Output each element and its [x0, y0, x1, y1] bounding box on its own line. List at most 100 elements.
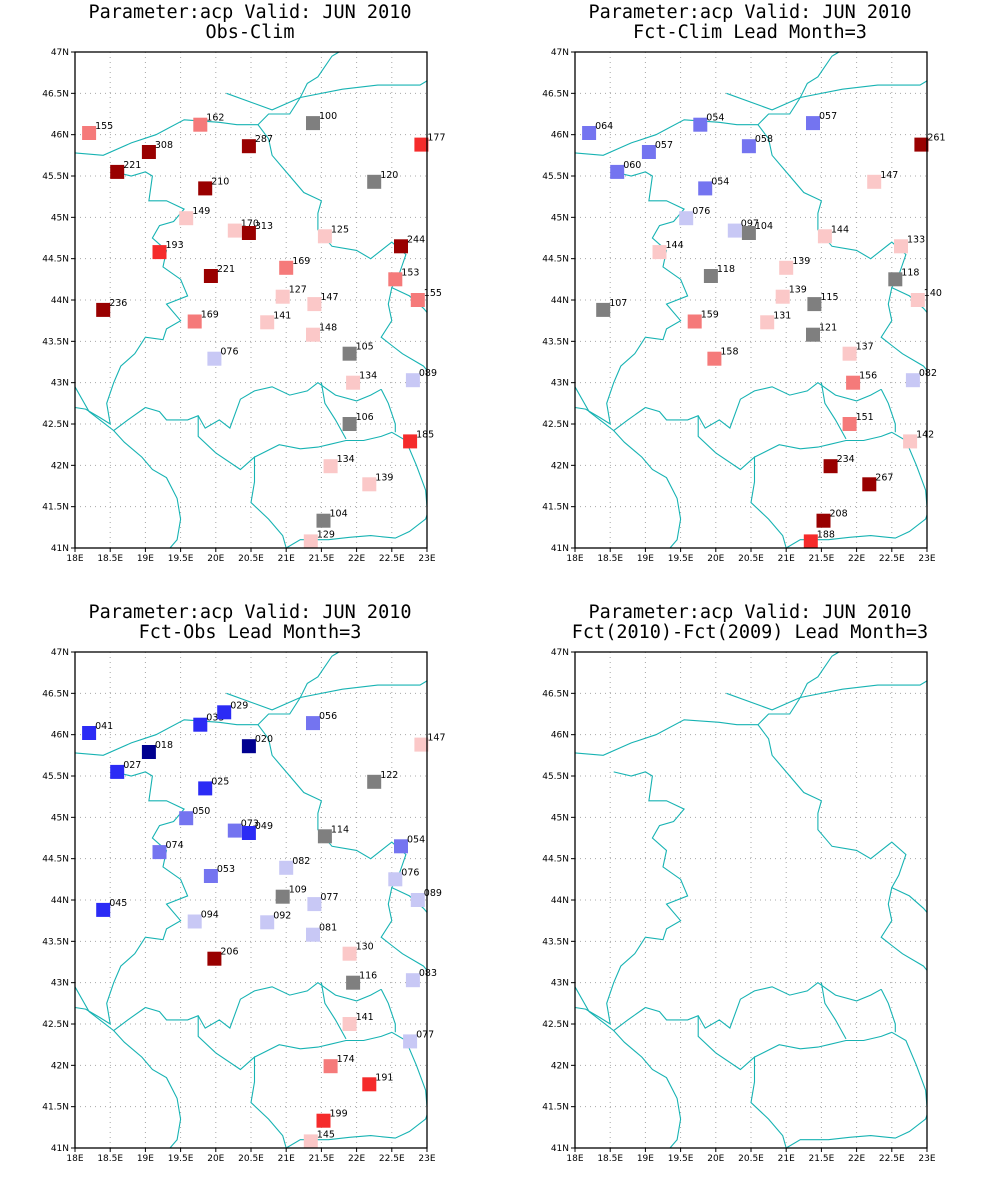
station-marker	[807, 297, 822, 312]
y-tick-label: 45N	[551, 213, 569, 223]
station-label: 221	[217, 264, 235, 275]
panel-title: Parameter:acp Valid: JUN 2010	[88, 602, 412, 623]
x-tick-label: 18.5E	[97, 1154, 123, 1164]
x-tick-label: 19E	[137, 554, 154, 564]
panel-subtitle: Fct-Obs Lead Month=3	[138, 622, 362, 643]
station-label: 261	[927, 133, 945, 144]
y-tick-label: 42.5N	[542, 1020, 569, 1030]
station-label: 145	[317, 1129, 335, 1140]
station-marker	[193, 717, 208, 732]
y-tick-label: 44N	[51, 296, 69, 306]
station-label: 045	[109, 898, 127, 909]
station-label: 104	[755, 221, 773, 232]
border-line	[726, 680, 928, 711]
x-tick-label: 19.5E	[168, 554, 194, 564]
station-marker	[241, 226, 256, 240]
station-label: 033	[206, 713, 224, 724]
x-tick-label: 20.5E	[738, 1154, 764, 1164]
border-line	[880, 287, 928, 371]
station-marker	[403, 434, 418, 449]
station-label: 082	[919, 368, 937, 379]
station-label: 244	[407, 234, 425, 245]
station-label: 107	[609, 298, 627, 309]
station-label: 020	[255, 734, 273, 745]
border-line	[74, 386, 182, 549]
y-tick-label: 45.5N	[42, 172, 69, 182]
station-label: 077	[320, 892, 338, 903]
y-tick-label: 46N	[51, 131, 69, 141]
station-marker	[82, 726, 97, 740]
border-line	[380, 389, 396, 433]
station-marker	[96, 902, 111, 917]
station-label: 109	[289, 885, 307, 896]
station-label: 169	[292, 256, 310, 267]
station-marker	[96, 302, 111, 317]
border-line	[757, 724, 928, 913]
station-label: 129	[317, 529, 335, 540]
station-label: 121	[819, 323, 837, 334]
y-tick-label: 47N	[551, 48, 569, 58]
y-tick-label: 44.5N	[42, 255, 69, 265]
x-tick-label: 22.5E	[879, 1154, 905, 1164]
x-tick-label: 23E	[918, 554, 935, 564]
station-marker	[207, 351, 222, 366]
station-marker	[806, 327, 820, 342]
x-tick-label: 18E	[66, 1154, 83, 1164]
station-marker	[403, 1034, 418, 1049]
station-label: 125	[331, 224, 349, 235]
station-label: 139	[375, 472, 393, 483]
y-tick-label: 43N	[551, 379, 569, 389]
y-tick-label: 43N	[51, 379, 69, 389]
station-label: 114	[331, 824, 349, 835]
station-marker	[207, 951, 222, 966]
station-marker	[698, 181, 713, 196]
station-marker	[342, 1017, 357, 1031]
border-line	[880, 389, 896, 433]
station-marker	[317, 229, 332, 244]
station-label: 191	[375, 1072, 393, 1083]
station-marker	[779, 260, 794, 275]
station-label: 050	[192, 806, 210, 817]
station-marker	[306, 116, 320, 131]
y-tick-label: 45.5N	[542, 772, 569, 782]
station-marker	[894, 239, 908, 254]
station-label: 148	[319, 323, 337, 334]
station-label: 082	[292, 856, 310, 867]
x-tick-label: 18E	[66, 554, 83, 564]
station-marker	[903, 434, 918, 449]
border-line	[74, 51, 340, 156]
station-marker	[307, 297, 322, 312]
y-tick-label: 45N	[51, 213, 69, 223]
panel-title: Parameter:acp Valid: JUN 2010	[588, 2, 912, 23]
station-label: 188	[817, 529, 835, 540]
station-label: 174	[337, 1054, 355, 1065]
y-tick-label: 42N	[51, 1061, 69, 1071]
x-tick-label: 20E	[707, 1154, 724, 1164]
x-tick-label: 21E	[278, 554, 295, 564]
x-tick-label: 20E	[207, 554, 224, 564]
x-tick-label: 21.5E	[309, 1154, 335, 1164]
station-marker	[367, 774, 382, 789]
panel-subtitle: Obs-Clim	[205, 22, 295, 43]
y-tick-label: 46N	[51, 731, 69, 741]
border-line	[880, 989, 896, 1033]
station-marker	[141, 145, 156, 159]
station-marker	[410, 893, 425, 907]
station-label: 144	[666, 240, 684, 251]
station-label: 169	[201, 310, 219, 321]
border-line	[113, 382, 382, 432]
station-marker	[394, 239, 408, 254]
station-marker	[727, 223, 742, 238]
border-line	[697, 1015, 787, 1149]
station-marker	[110, 764, 125, 779]
station-label: 029	[230, 700, 248, 711]
station-marker	[610, 164, 625, 179]
station-marker	[388, 872, 403, 887]
station-marker	[707, 351, 722, 366]
station-marker	[82, 126, 97, 140]
x-tick-label: 22.5E	[379, 1154, 405, 1164]
x-tick-label: 21E	[278, 1154, 295, 1164]
border-line	[574, 651, 840, 756]
station-label: 156	[859, 371, 877, 382]
x-tick-label: 22E	[348, 1154, 365, 1164]
